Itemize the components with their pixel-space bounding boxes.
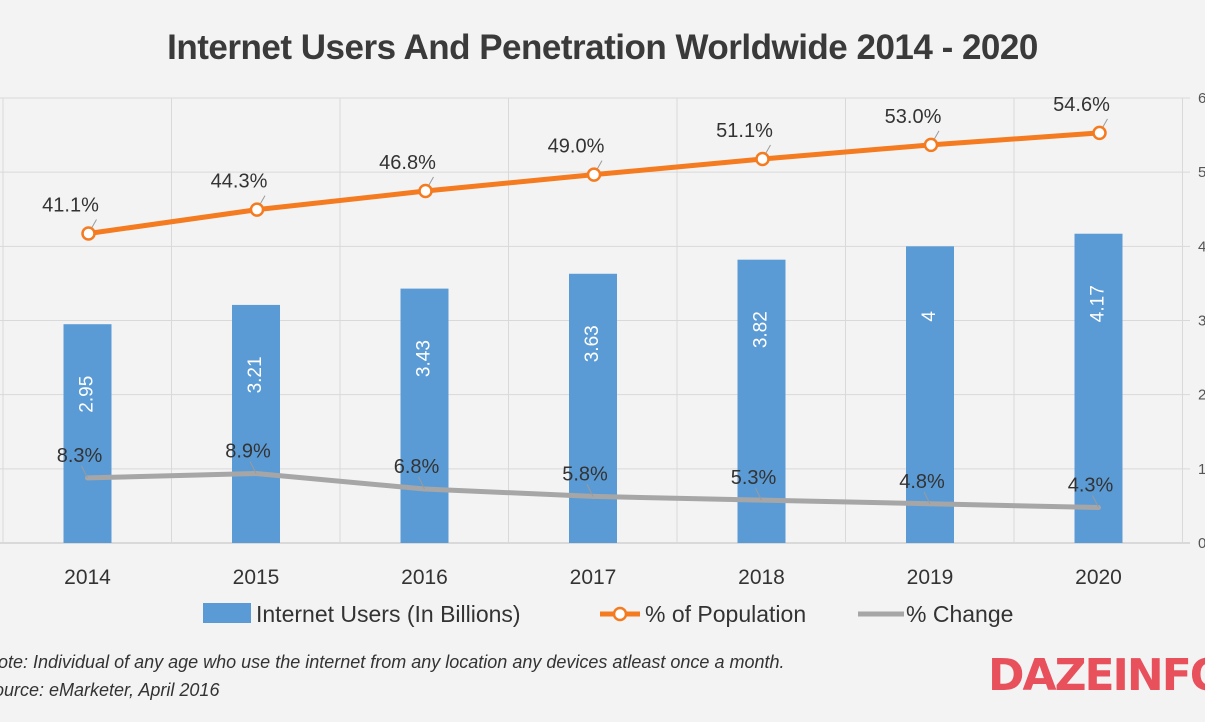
x-tick-label: 2016	[401, 566, 448, 589]
right-axis-tick-label: 5	[1198, 164, 1205, 181]
leader-percent-change	[1092, 495, 1099, 508]
bar-value-label: 3.43	[414, 340, 435, 377]
right-axis-tick-label: 1	[1198, 461, 1205, 478]
leader-percent-change	[81, 465, 88, 479]
label-percent-change: 4.3%	[1068, 475, 1114, 497]
x-tick-label: 2020	[1075, 566, 1122, 589]
marker-percent-of-population	[1092, 125, 1107, 141]
label-percent-of-population: 53.0%	[885, 106, 942, 128]
x-tick-label: 2014	[64, 566, 111, 589]
legend-marker-percent-of-population	[612, 606, 628, 622]
bar-value-label: 2.95	[77, 376, 98, 413]
label-percent-change: 8.3%	[57, 445, 103, 467]
legend-label-percent-of-population: % of Population	[645, 601, 806, 627]
bar-internet-users	[737, 259, 786, 543]
marker-percent-of-population	[586, 167, 602, 182]
bar-internet-users	[569, 273, 617, 543]
point-percent-change	[253, 470, 259, 476]
footnote-text: lote: Individual of any age who use the …	[0, 652, 785, 672]
bar-internet-users	[63, 324, 112, 543]
marker-percent-of-population	[755, 151, 770, 167]
bar-value-label: 4.17	[1088, 285, 1109, 322]
marker-percent-of-population	[249, 202, 265, 217]
right-axis-tick-label: 3	[1198, 313, 1205, 330]
bar-value-label: 3.21	[245, 356, 266, 393]
source-text: ource: eMarketer, April 2016	[0, 680, 220, 700]
leader-percent-change	[923, 491, 931, 505]
label-percent-of-population: 54.6%	[1053, 94, 1110, 116]
x-tick-label: 2019	[907, 566, 954, 589]
label-percent-of-population: 49.0%	[548, 136, 605, 158]
label-percent-of-population: 46.8%	[379, 152, 436, 174]
label-percent-of-population: 51.1%	[716, 120, 773, 142]
label-percent-change: 5.3%	[731, 467, 777, 489]
legend-label-internet-users: Internet Users (In Billions)	[256, 601, 521, 627]
leader-percent-change	[586, 484, 594, 497]
leader-percent-change	[418, 476, 425, 490]
right-axis-tick-label: 2	[1198, 387, 1205, 404]
legend-swatch-internet-users	[203, 603, 251, 623]
label-percent-change: 4.8%	[899, 471, 945, 493]
x-tick-label: 2018	[738, 566, 785, 589]
bar-internet-users	[400, 288, 449, 543]
marker-percent-of-population	[81, 226, 96, 241]
dazeinfo-logo: DAZEINFO	[988, 650, 1205, 701]
bar-internet-users	[906, 246, 954, 544]
right-axis-tick-label: 0	[1198, 535, 1205, 552]
legend-label-percent-change: % Change	[906, 601, 1013, 627]
leader-percent-change	[249, 461, 257, 474]
x-tick-label: 2017	[570, 566, 617, 589]
bar-value-label: 3.63	[582, 325, 603, 362]
label-percent-change: 5.8%	[562, 463, 608, 485]
label-percent-of-population: 44.3%	[211, 171, 268, 193]
bar-internet-users	[232, 304, 280, 543]
marker-percent-of-population	[923, 137, 939, 153]
leader-percent-change	[755, 487, 762, 501]
label-percent-change: 6.8%	[394, 456, 440, 478]
right-axis-tick-label: 4	[1198, 238, 1205, 255]
right-axis-tick-label: 6	[1198, 90, 1205, 107]
bar-value-label: 3.82	[751, 311, 772, 348]
marker-percent-of-population	[418, 183, 433, 199]
label-percent-of-population: 41.1%	[42, 195, 99, 217]
label-percent-change: 8.9%	[225, 440, 271, 462]
bar-value-label: 4	[919, 311, 940, 322]
x-tick-label: 2015	[233, 566, 280, 589]
chart-title: Internet Users And Penetration Worldwide…	[167, 28, 1038, 67]
bar-internet-users	[1074, 233, 1123, 543]
